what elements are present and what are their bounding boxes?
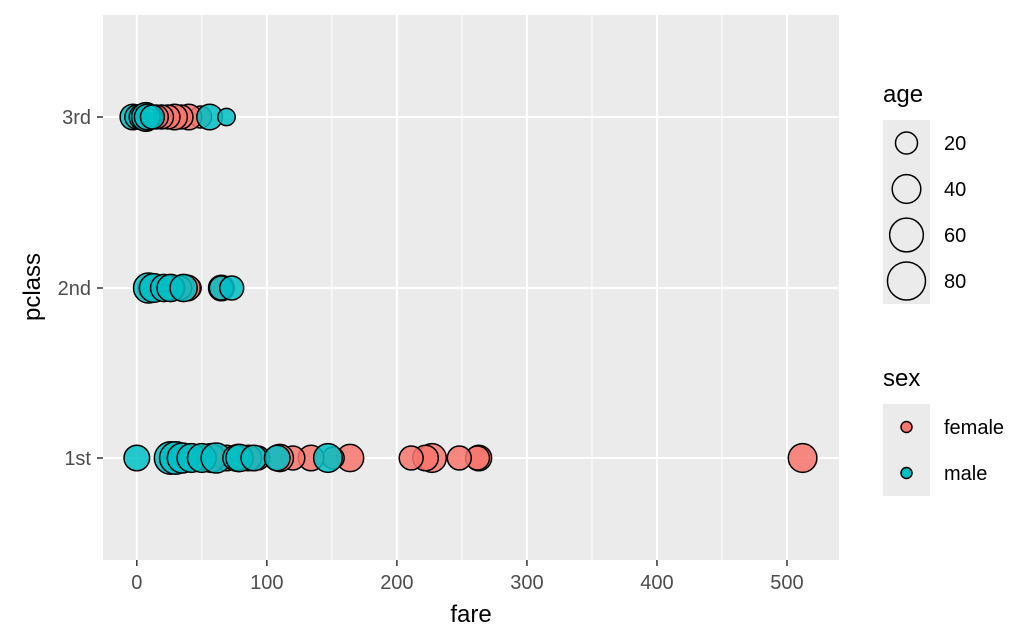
data-point-male — [139, 104, 166, 130]
age-legend-key — [888, 217, 925, 253]
x-axis-title: fare — [450, 601, 491, 628]
age-legend-label: 40 — [944, 179, 966, 201]
data-point-female — [446, 445, 472, 471]
sex-legend-key-female — [900, 420, 913, 434]
x-tick-label: 100 — [250, 572, 283, 594]
age-legend-key — [894, 131, 919, 155]
age-legend-title: age — [883, 81, 923, 108]
data-point-female — [398, 445, 424, 471]
sex-legend-label: male — [944, 463, 987, 485]
data-point-male — [312, 442, 344, 474]
x-tick-label: 0 — [131, 572, 142, 594]
age-legend-label: 20 — [944, 133, 966, 155]
data-point-male — [169, 273, 198, 303]
age-legend-label: 60 — [944, 225, 966, 247]
sex-legend-title: sex — [883, 365, 920, 392]
data-point-male — [240, 444, 268, 472]
sex-legend-key-background — [883, 404, 930, 496]
major-gridlines — [103, 15, 839, 560]
sex-legend-key-male — [900, 466, 913, 480]
y-axis-title: pclass — [19, 253, 46, 321]
x-tick-label: 400 — [640, 572, 673, 594]
data-point-female — [787, 442, 818, 474]
data-points — [119, 101, 818, 476]
y-tick-label: 2nd — [58, 278, 91, 300]
y-axis: 1st 2nd 3rd — [58, 107, 103, 470]
sex-legend: sex female male — [883, 365, 1004, 496]
sex-legend-label: female — [944, 417, 1004, 439]
data-point-male — [123, 444, 151, 472]
age-legend-key — [886, 261, 927, 301]
x-tick-label: 300 — [510, 572, 543, 594]
y-tick-label: 1st — [64, 448, 91, 470]
x-tick-label: 200 — [380, 572, 413, 594]
data-point-male — [217, 107, 236, 127]
x-axis: 0 100 200 300 400 500 — [131, 560, 804, 594]
age-legend-label: 80 — [944, 271, 966, 293]
y-tick-label: 3rd — [62, 107, 91, 129]
age-legend-key — [891, 173, 922, 205]
data-point-male — [263, 444, 291, 472]
x-tick-label: 500 — [770, 572, 803, 594]
age-legend: age 20 40 60 80 — [883, 81, 966, 304]
data-point-male — [219, 275, 245, 301]
